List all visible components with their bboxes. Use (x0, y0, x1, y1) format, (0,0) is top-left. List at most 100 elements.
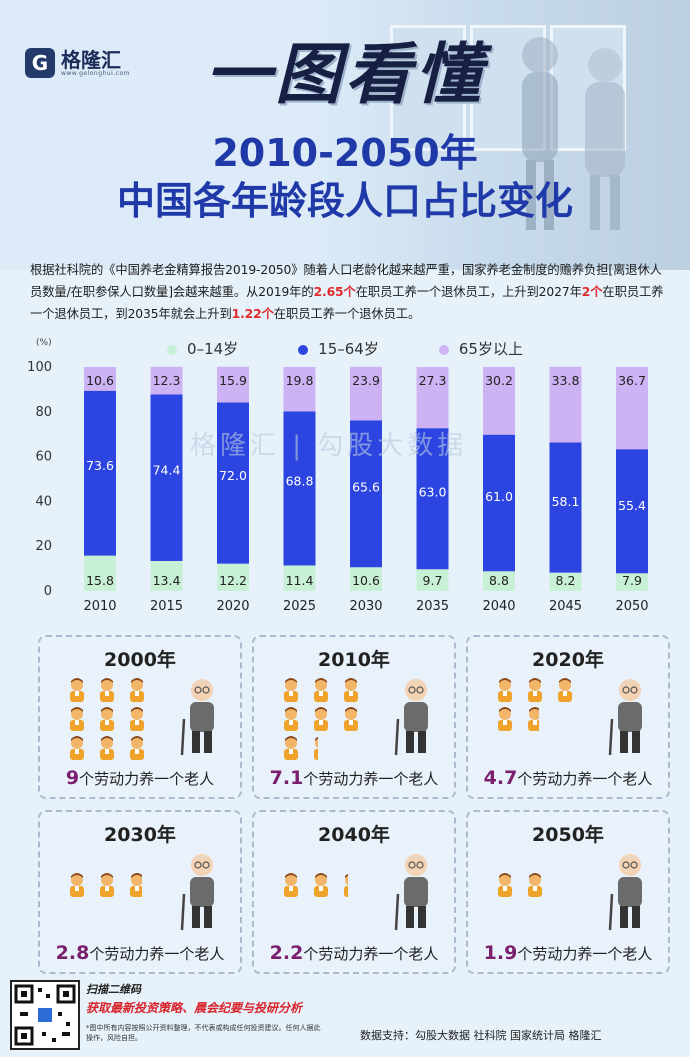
worker-icon (98, 677, 116, 703)
bar-segment (416, 569, 449, 591)
card-ratio: 9 (65, 767, 80, 789)
card-caption: 4.7个劳动力养一个老人 (468, 767, 668, 789)
card-caption: 7.1个劳动力养一个老人 (254, 767, 454, 789)
worker-icon (128, 872, 142, 898)
worker-icon (342, 872, 348, 898)
card-caption-text: 个劳动力养一个老人 (89, 945, 225, 963)
bar-value-label: 8.2 (556, 573, 576, 588)
bar-segment (350, 366, 382, 421)
stacked-bar-chart: (%)02040608010015.873.610.6201013.474.41… (27, 338, 648, 614)
bar-value-label: 10.6 (86, 373, 114, 388)
bar-value-label: 19.8 (286, 373, 314, 388)
bar-value-label: 13.4 (153, 573, 181, 588)
elder-icon (178, 852, 224, 932)
worker-icon (526, 706, 539, 732)
card-year: 2030年 (104, 824, 176, 846)
worker-icon (496, 706, 514, 732)
bar-value-label: 12.3 (153, 373, 181, 388)
worker-icon (312, 872, 330, 898)
card-caption-text: 个劳动力养一个老人 (79, 770, 215, 788)
worker-icon (282, 735, 300, 761)
bar-value-label: 27.3 (419, 373, 447, 388)
bar-segment (616, 449, 648, 574)
bar-value-label: 36.7 (618, 373, 646, 388)
bar-value-label: 65.6 (352, 479, 380, 494)
worker-icon (312, 735, 318, 761)
intro-text: 在职员工养一个退休员工。 (273, 307, 421, 321)
bar-value-label: 15.9 (219, 373, 247, 388)
worker-icon (342, 706, 360, 732)
card-ratio: 2.8 (55, 942, 90, 964)
scan-label: 扫描二维码 (86, 983, 141, 996)
worker-icon (282, 706, 300, 732)
bar-segment (549, 572, 582, 591)
chart-legend: 0–14岁 15–64岁 65岁以上 (0, 338, 690, 359)
window-decor (390, 25, 466, 151)
y-tick-label: 80 (35, 405, 52, 420)
x-tick-label: 2025 (283, 599, 316, 614)
intro-highlight: 2个 (581, 285, 603, 299)
bar-segment (84, 390, 116, 556)
x-tick-label: 2045 (549, 599, 582, 614)
y-tick-label: 60 (35, 450, 52, 465)
card-year: 2010年 (318, 649, 390, 671)
intro-highlight: 2.65个 (313, 285, 356, 299)
card-caption: 2.8个劳动力养一个老人 (40, 942, 240, 964)
worker-icon (68, 872, 86, 898)
legend-swatch (167, 344, 178, 355)
y-tick-label: 20 (35, 539, 52, 554)
worker-icon (312, 677, 330, 703)
bar-segment (150, 394, 183, 561)
dependency-card: 2040年 2.2个劳动力养一个老人 (252, 810, 456, 974)
legend-label: 0–14岁 (187, 340, 239, 358)
worker-icon (496, 872, 514, 898)
bar-value-label: 33.8 (552, 373, 580, 388)
legend-item: 0–14岁 (167, 338, 238, 359)
card-year: 2000年 (104, 649, 176, 671)
worker-icon (68, 706, 86, 732)
bar-segment (84, 555, 116, 591)
bar-value-label: 9.7 (423, 573, 443, 588)
bar-value-label: 12.2 (219, 573, 247, 588)
bar-segment (483, 434, 515, 572)
bar-segment (150, 560, 183, 591)
legend-item: 15–64岁 (298, 338, 379, 359)
worker-icon (98, 706, 116, 732)
disclaimer: *图中所有内容按照公开资料整理，不代表或构成任何投资建议。任何人据此操作，风险自… (86, 1024, 321, 1042)
dependency-card: 2000年 9个劳动力养一个老人 (38, 635, 242, 799)
card-caption-text: 个劳动力养一个老人 (303, 945, 439, 963)
x-tick-label: 2015 (150, 599, 183, 614)
x-tick-label: 2040 (482, 599, 515, 614)
dependency-card: 2050年 1.9个劳动力养一个老人 (466, 810, 670, 974)
bar-value-label: 61.0 (485, 489, 513, 504)
bar-segment (483, 571, 515, 591)
header-background (0, 0, 690, 270)
card-caption-text: 个劳动力养一个老人 (517, 945, 653, 963)
elder-icon (606, 677, 652, 757)
card-year: 2050年 (532, 824, 604, 846)
bar-segment (616, 367, 648, 450)
bar-segment (483, 367, 515, 435)
data-source: 数据支持：勾股大数据 社科院 国家统计局 格隆汇 (360, 1029, 602, 1042)
bar-value-label: 8.8 (489, 573, 509, 588)
y-tick-label: 100 (27, 360, 52, 375)
worker-icon (68, 677, 86, 703)
bar-value-label: 30.2 (485, 373, 513, 388)
promo-text: 获取最新投资策略、晨会纪要与投研分析 (86, 1001, 303, 1015)
card-ratio: 1.9 (483, 942, 518, 964)
bar-value-label: 58.1 (552, 494, 580, 509)
bar-value-label: 7.9 (622, 573, 642, 588)
card-caption: 1.9个劳动力养一个老人 (468, 942, 668, 964)
y-tick-label: 40 (35, 494, 52, 509)
bar-value-label: 10.6 (352, 573, 380, 588)
chart-watermark: 格隆汇 | 勾股大数据 (190, 431, 468, 461)
legend-item: 65岁以上 (438, 338, 523, 359)
brand-name: 格隆汇 (61, 47, 121, 72)
y-axis-unit: (%) (36, 338, 52, 348)
bar-value-label: 11.4 (286, 573, 314, 588)
worker-icon (282, 872, 300, 898)
x-tick-label: 2010 (83, 599, 116, 614)
card-year: 2020年 (532, 649, 604, 671)
elder-icon (392, 852, 438, 932)
bar-value-label: 73.6 (86, 458, 114, 473)
